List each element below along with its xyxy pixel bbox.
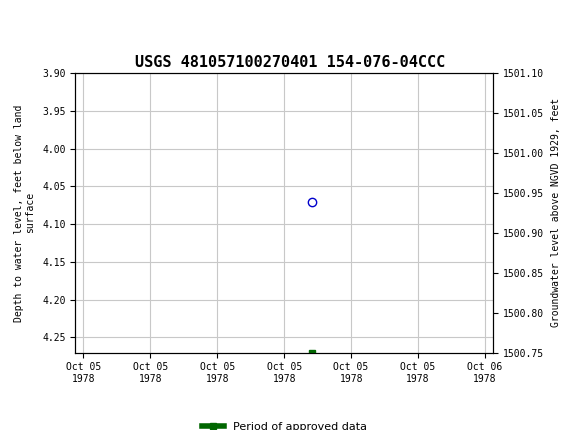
Y-axis label: Depth to water level, feet below land
surface: Depth to water level, feet below land su…: [14, 104, 35, 322]
Text: ≡USGS: ≡USGS: [17, 16, 93, 35]
Legend: Period of approved data: Period of approved data: [197, 418, 371, 430]
Text: USGS 481057100270401 154-076-04CCC: USGS 481057100270401 154-076-04CCC: [135, 55, 445, 70]
Y-axis label: Groundwater level above NGVD 1929, feet: Groundwater level above NGVD 1929, feet: [551, 98, 561, 327]
